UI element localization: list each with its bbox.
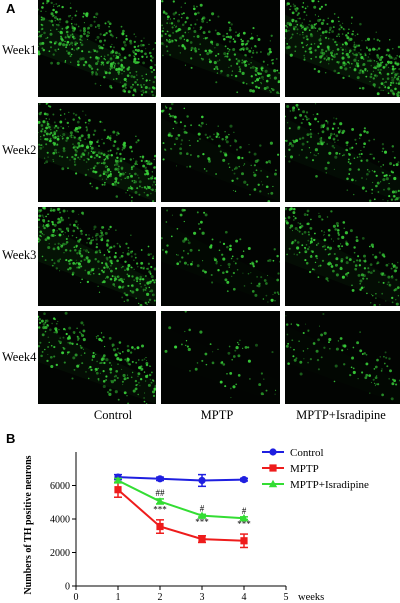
micrograph-week1-mptp-isradipine [285, 0, 400, 97]
legend-entry: MPTP [262, 463, 319, 475]
col-label-mptp-isradipine: MPTP+Isradipine [296, 408, 386, 422]
chart-legend: Control MPTP MPTP+Isradipine [262, 447, 369, 491]
micrograph-week2-mptp [161, 103, 280, 202]
panel-a-label: A [6, 1, 16, 16]
significance-label: *** [153, 505, 167, 515]
micrograph-week4-control [38, 311, 156, 404]
significance-label: # [200, 503, 205, 513]
y-tick-label: 6000 [50, 481, 70, 492]
x-tick-label: 0 [74, 592, 79, 603]
micrograph-week3-mptp [161, 207, 280, 306]
significance-label: *** [195, 517, 209, 527]
legend-entry: MPTP+Isradipine [262, 479, 369, 491]
micrograph-week4-mptp-isradipine [285, 311, 400, 404]
y-tick-label: 0 [65, 582, 70, 593]
series-line [117, 476, 245, 482]
data-point [198, 535, 206, 543]
y-axis-label: Numbers of TH positive neurons [23, 455, 34, 594]
x-tick-label: 1 [116, 592, 121, 603]
micrograph-week2-control [38, 103, 156, 202]
series-control [114, 473, 248, 488]
x-tick-label: 4 [242, 592, 247, 603]
col-label-control: Control [93, 408, 133, 422]
significance-label: ## [156, 488, 166, 498]
legend-label: Control [290, 447, 324, 459]
micrograph-week3-mptp-isradipine [285, 207, 400, 306]
data-point [155, 497, 165, 505]
series-mptp: *** *** *** [114, 481, 251, 549]
data-point [269, 464, 277, 472]
chart-axes: 0 2000 4000 6000 0 1 2 3 4 5 weeks Numbers of TH po… [23, 452, 324, 603]
data-point [240, 476, 248, 484]
row-label-week2: Week2 [2, 143, 37, 157]
data-point [240, 537, 248, 545]
x-axis-label: weeks [298, 592, 324, 603]
micrograph-week3-control [38, 207, 156, 306]
series-line [117, 479, 245, 520]
y-tick-label: 2000 [50, 548, 70, 559]
data-point [156, 522, 164, 531]
micrograph-week2-mptp-isradipine [285, 103, 400, 202]
significance-label: # [242, 506, 247, 516]
data-point [197, 511, 207, 519]
line-chart: 0 2000 4000 6000 0 1 2 3 4 5 weeks Numbers of TH po… [23, 447, 369, 603]
series-line [117, 488, 245, 542]
significance-label: *** [237, 519, 251, 529]
data-point [113, 476, 123, 484]
chart-plot-area: ****** ***### # [113, 473, 251, 549]
legend-label: MPTP [290, 463, 319, 475]
panel-b-label: B [6, 431, 16, 446]
x-tick-label: 2 [158, 592, 163, 603]
y-tick-label: 4000 [50, 515, 70, 526]
x-tick-label: 3 [200, 592, 205, 603]
row-label-week3: Week3 [2, 248, 37, 262]
data-point [239, 513, 249, 522]
data-point [198, 476, 206, 485]
micrograph-week1-mptp [161, 0, 280, 97]
data-point [268, 479, 278, 488]
micrograph-week4-mptp [161, 311, 280, 404]
data-point [269, 448, 277, 456]
data-point [114, 486, 122, 494]
row-label-week4: Week4 [2, 350, 37, 364]
legend-entry: Control [262, 447, 324, 459]
x-tick-label: 5 [284, 592, 289, 603]
legend-label: MPTP+Isradipine [290, 479, 369, 491]
micrograph-week1-control [38, 0, 156, 97]
row-label-week1: Week1 [2, 43, 37, 57]
data-point [156, 475, 164, 483]
series-mptp-isradipine: ### # [113, 476, 249, 522]
col-label-mptp: MPTP [200, 408, 234, 422]
